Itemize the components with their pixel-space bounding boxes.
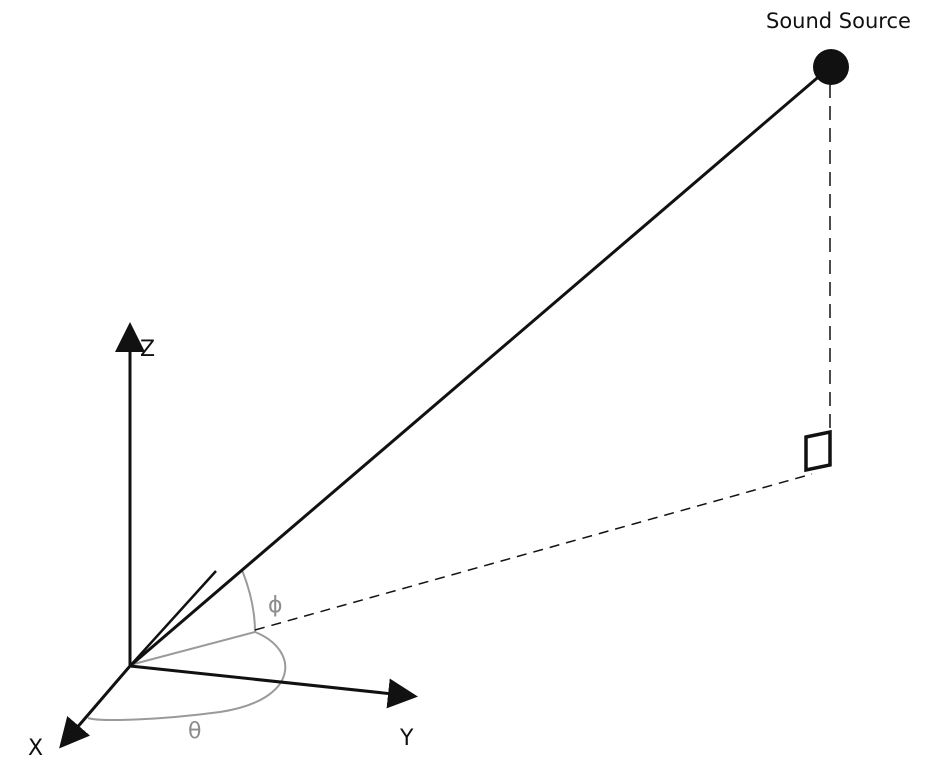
sound-source-dot	[813, 49, 849, 85]
azimuth-arc	[87, 631, 287, 721]
ground-projection-dashed	[254, 473, 813, 631]
z-axis-label: Z	[140, 337, 155, 362]
x-axis-label: X	[28, 736, 43, 761]
source-direction-line	[129, 65, 831, 668]
azimuth-label: θ	[188, 719, 201, 744]
auxiliary-short-line	[129, 570, 217, 667]
source-geometry: Sound Source	[129, 9, 911, 668]
angle-arcs: θ ϕ	[87, 569, 287, 744]
sound-source-label: Sound Source	[766, 9, 911, 33]
right-angle-marker	[804, 429, 832, 473]
y-axis-label: Y	[399, 726, 414, 751]
elevation-label: ϕ	[268, 593, 283, 618]
elevation-arc	[241, 569, 256, 633]
x-axis-line	[59, 665, 132, 749]
ground-projection-line	[129, 631, 256, 666]
y-axis-line	[129, 664, 418, 709]
axes: Z Y X	[28, 322, 418, 761]
